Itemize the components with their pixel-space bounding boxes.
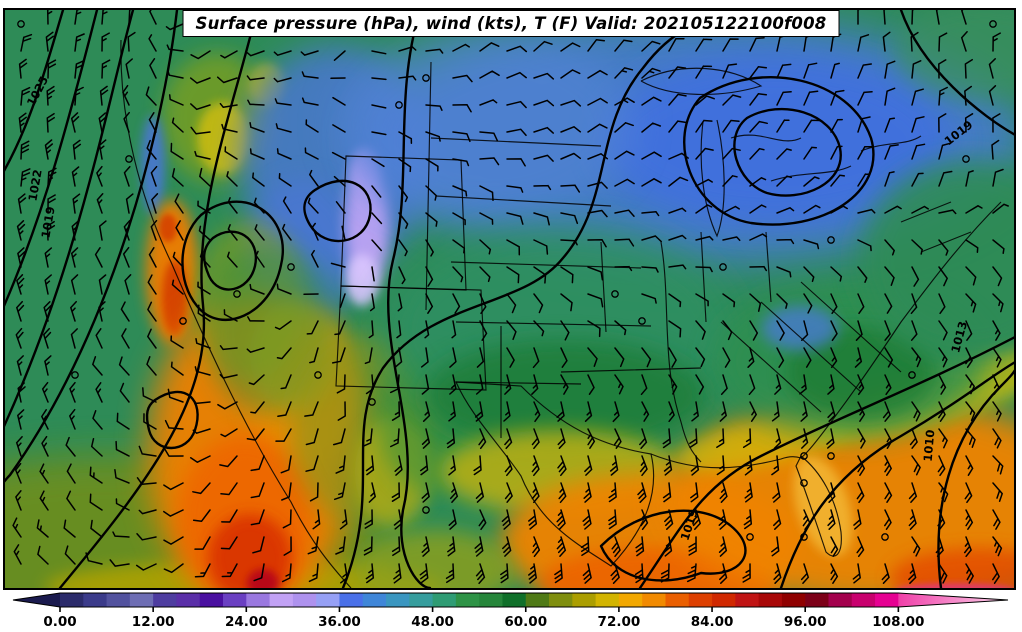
colorbar-tick-label: 12.00: [132, 614, 175, 630]
pressure-contour-label: 1010: [921, 429, 938, 462]
temperature-colorbar: 0.00 12.00 24.00 36.00 48.00 60.00 72.00 84.00 9…: [12, 592, 1009, 630]
wind-barbs-group: [12, 10, 1009, 585]
pressure-contours-group: [5, 10, 1014, 588]
colorbar-tick-label: 108.00: [872, 614, 924, 630]
pressure-contour-label: 1019: [38, 205, 57, 239]
pressure-contour-label: 1022: [25, 168, 44, 202]
colorbar-tick-label: 84.00: [691, 614, 734, 630]
colorbar-tick-label: 60.00: [504, 614, 547, 630]
state-borders-group: [120, 39, 1002, 588]
colorbar-tick-label: 48.00: [411, 614, 454, 630]
map-title-box: Surface pressure (hPa), wind (kts), T (F…: [182, 10, 840, 37]
colorbar-tick-label: 96.00: [784, 614, 827, 630]
colorbar-tick-label: 72.00: [598, 614, 641, 630]
colorbar-tick-label: 24.00: [225, 614, 268, 630]
colorbar-ticks: 0.00 12.00 24.00 36.00 48.00 60.00 72.00 84.00 9…: [43, 607, 924, 630]
map-frame: 1025 1022 1019 1019 1013 1010 1019: [3, 8, 1016, 590]
colorbar-tick-label: 36.00: [318, 614, 361, 630]
colorbar-body: [12, 592, 1009, 608]
colorbar-tick-label: 0.00: [43, 614, 76, 630]
map-title-text: Surface pressure (hPa), wind (kts), T (F…: [195, 14, 827, 33]
temperature-field-group: [5, 10, 1014, 588]
